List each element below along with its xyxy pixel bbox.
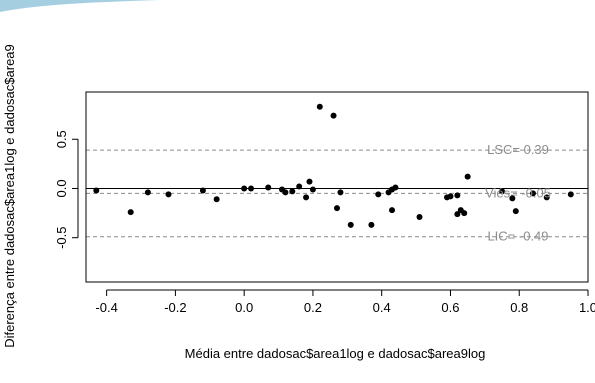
data-point-36: [509, 195, 516, 202]
y-axis: -0.5 0.0 0.5: [54, 130, 79, 249]
data-point-31: [454, 192, 461, 199]
data-points: [93, 103, 574, 228]
x-axis-label: Média entre dadosac$area1log e dadosac$a…: [185, 346, 486, 361]
data-point-14: [306, 178, 313, 185]
x-tick-label-7: 1.0: [579, 300, 595, 315]
y-tick-label-2: 0.5: [54, 130, 69, 148]
data-point-7: [248, 185, 255, 192]
data-point-34: [464, 173, 471, 180]
data-point-20: [347, 221, 354, 228]
data-point-8: [265, 184, 272, 191]
data-point-15: [309, 186, 316, 193]
data-point-12: [296, 183, 303, 190]
data-point-17: [330, 112, 337, 119]
reference-label-1: Viés= -0.05: [485, 185, 551, 200]
x-tick-label-3: 0.2: [304, 300, 322, 315]
corner-swoosh: [0, 0, 160, 12]
y-tick-label-0: -0.5: [54, 226, 69, 248]
data-point-3: [165, 191, 172, 198]
data-point-35: [499, 188, 506, 195]
y-tick-label-1: 0.0: [54, 179, 69, 197]
x-tick-label-2: 0.0: [235, 300, 253, 315]
data-point-39: [543, 194, 550, 201]
data-point-13: [303, 194, 310, 201]
x-tick-label-1: -0.2: [164, 300, 186, 315]
data-point-33: [461, 210, 468, 217]
reference-label-2: LIC= -0.49: [487, 229, 548, 244]
data-point-37: [512, 208, 519, 215]
data-point-2: [144, 189, 151, 196]
data-point-16: [316, 103, 323, 110]
y-axis-label: Diferença entre dadosac$area1log e dados…: [2, 44, 17, 348]
reference-label-0: LSC= 0.39: [487, 142, 549, 157]
x-axis: -0.4 -0.2 0.0 0.2 0.4 0.6 0.8 1.0: [95, 289, 595, 315]
x-tick-label-0: -0.4: [95, 300, 117, 315]
plot-frame: [85, 91, 589, 283]
x-tick-label-6: 0.8: [510, 300, 528, 315]
x-tick-label-5: 0.6: [441, 300, 459, 315]
data-point-5: [213, 196, 220, 203]
data-point-30: [454, 211, 461, 218]
data-point-1: [127, 209, 134, 216]
data-point-22: [375, 191, 382, 198]
data-point-10: [282, 189, 289, 196]
data-point-21: [368, 221, 375, 228]
data-point-24: [389, 207, 396, 214]
data-point-40: [567, 191, 574, 198]
data-point-4: [199, 187, 206, 194]
data-point-19: [337, 189, 344, 196]
data-point-18: [334, 205, 340, 212]
x-tick-label-4: 0.4: [373, 300, 391, 315]
data-point-27: [416, 214, 423, 221]
data-point-29: [447, 193, 454, 200]
data-point-6: [241, 185, 248, 192]
data-point-0: [93, 187, 100, 194]
data-point-26: [392, 184, 399, 191]
corner-decoration: [0, 0, 160, 12]
reference-labels: LSC= 0.39 Viés= -0.05 LIC= -0.49: [485, 142, 551, 244]
data-point-38: [529, 190, 536, 197]
data-point-11: [289, 188, 296, 195]
